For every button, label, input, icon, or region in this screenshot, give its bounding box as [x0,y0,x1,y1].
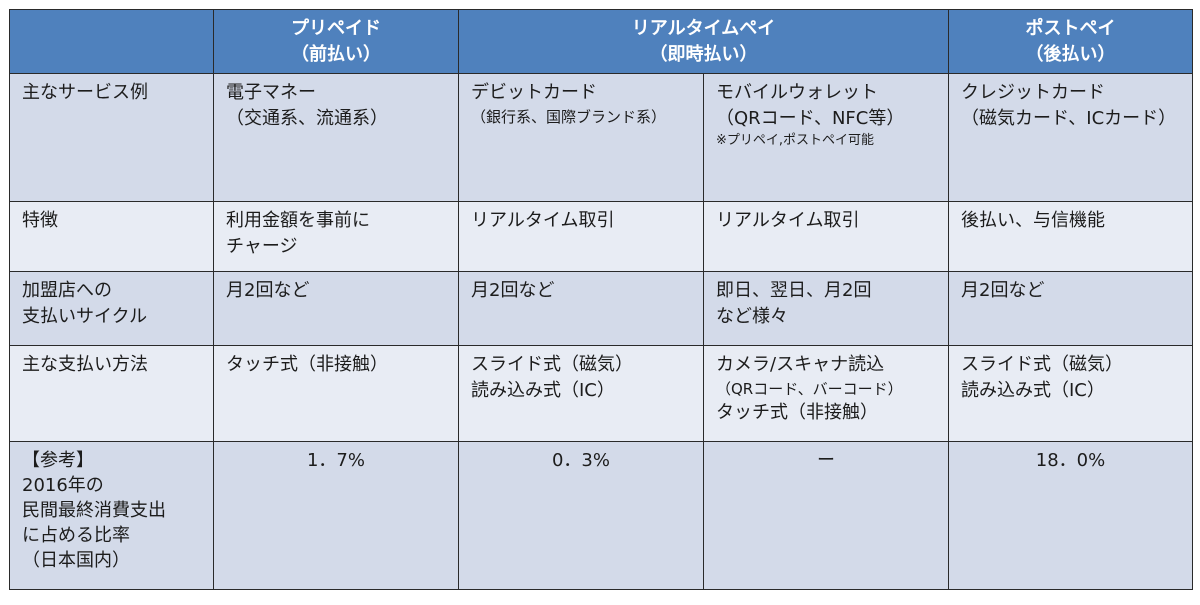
cell-method-mobile: カメラ/スキャナ読込 （QRコード、バーコード） タッチ式（非接触） [703,345,949,442]
cell-text: （QRコード、バーコード） [716,380,903,398]
row-label-method-text: 主な支払い方法 [22,354,148,375]
cell-method-debit: スライド式（磁気） 読み込み式（IC） [458,345,704,442]
payment-comparison-table: プリペイド （前払い） リアルタイムペイ （即時払い） ポストペイ （後払い） … [9,9,1193,590]
cell-feature-prepaid: 利用金額を事前に チャージ [213,201,459,272]
cell-cycle-mobile: 即日、翌日、月2回 など様々 [703,271,949,346]
cell-ref-mobile: ー [703,441,949,590]
cell-text: （QRコード、NFC等） [716,108,905,129]
cell-ref-prepaid: 1．7% [213,441,459,590]
row-payment-method: 主な支払い方法 タッチ式（非接触） スライド式（磁気） 読み込み式（IC） カメ… [9,345,1193,442]
cell-text: （銀行系、国際ブランド系） [471,108,667,126]
row-label-feature-text: 特徴 [22,210,58,231]
row-label-reference: 【参考】 2016年の 民間最終消費支出 に占める比率 （日本国内） [9,441,214,590]
header-postpay-sub: （後払い） [1025,43,1116,65]
cell-text: （磁気カード、ICカード） [961,108,1177,129]
cell-cycle-credit: 月2回など [948,271,1193,346]
header-prepaid: プリペイド （前払い） [213,9,459,74]
cell-service-debit: デビットカード （銀行系、国際ブランド系） [458,73,704,202]
cell-service-credit: クレジットカード （磁気カード、ICカード） [948,73,1193,202]
row-label-ref-text: 民間最終消費支出 [22,500,166,521]
header-blank-cell [9,9,214,74]
header-realtime: リアルタイムペイ （即時払い） [458,9,949,74]
header-realtime-title: リアルタイムペイ [631,17,776,39]
cell-text: 利用金額を事前に [226,210,370,231]
row-reference-share: 【参考】 2016年の 民間最終消費支出 に占める比率 （日本国内） 1．7% … [9,441,1193,590]
cell-value: 18．0% [1035,450,1106,471]
cell-note: ※プリペイ,ポストペイ可能 [716,133,875,148]
cell-text: リアルタイム取引 [716,210,860,231]
row-label-cycle-text: 加盟店への [22,280,112,301]
cell-feature-debit: リアルタイム取引 [458,201,704,272]
cell-text: クレジットカード [961,82,1105,103]
header-row: プリペイド （前払い） リアルタイムペイ （即時払い） ポストペイ （後払い） [9,9,1193,74]
cell-text: デビットカード [471,82,597,103]
row-label-ref-text: （日本国内） [22,550,130,571]
cell-text: など様々 [716,306,788,327]
cell-text: 即日、翌日、月2回 [716,280,872,301]
cell-ref-credit: 18．0% [948,441,1193,590]
row-label-cycle: 加盟店への 支払いサイクル [9,271,214,346]
cell-text: 月2回など [471,280,555,301]
cell-text: モバイルウォレット [716,82,878,103]
row-label-ref-text: 【参考】 [22,450,94,471]
cell-text: 後払い、与信機能 [961,210,1105,231]
cell-service-prepaid: 電子マネー （交通系、流通系） [213,73,459,202]
cell-cycle-prepaid: 月2回など [213,271,459,346]
cell-value: ー [817,450,835,471]
header-postpay: ポストペイ （後払い） [948,9,1193,74]
row-label-ref-text: に占める比率 [22,525,130,546]
payment-comparison-table-wrapper: プリペイド （前払い） リアルタイムペイ （即時払い） ポストペイ （後払い） … [9,9,1193,590]
row-label-service-text: 主なサービス例 [22,82,148,103]
cell-text: 月2回など [961,280,1045,301]
cell-text: （交通系、流通系） [226,108,388,129]
row-label-method: 主な支払い方法 [9,345,214,442]
cell-text: スライド式（磁気） [961,354,1123,375]
cell-text: 電子マネー [226,82,316,103]
row-label-service: 主なサービス例 [9,73,214,202]
cell-text: チャージ [226,236,298,257]
cell-feature-credit: 後払い、与信機能 [948,201,1193,272]
row-label-feature: 特徴 [9,201,214,272]
cell-text: 読み込み式（IC） [961,380,1105,401]
row-features: 特徴 利用金額を事前に チャージ リアルタイム取引 リアルタイム取引 後払い、与… [9,201,1193,272]
cell-text: 月2回など [226,280,310,301]
cell-text: タッチ式（非接触） [226,354,388,375]
cell-ref-debit: 0．3% [458,441,704,590]
cell-text: リアルタイム取引 [471,210,615,231]
cell-text: スライド式（磁気） [471,354,633,375]
cell-service-mobile: モバイルウォレット （QRコード、NFC等） ※プリペイ,ポストペイ可能 [703,73,949,202]
cell-value: 0．3% [551,450,610,471]
cell-text: カメラ/スキャナ読込 [716,354,885,375]
header-postpay-title: ポストペイ [1025,17,1116,39]
cell-cycle-debit: 月2回など [458,271,704,346]
row-label-ref-text: 2016年の [22,475,104,496]
header-realtime-sub: （即時払い） [649,43,758,65]
cell-feature-mobile: リアルタイム取引 [703,201,949,272]
cell-value: 1．7% [306,450,365,471]
row-payment-cycle: 加盟店への 支払いサイクル 月2回など 月2回など 即日、翌日、月2回 など様々… [9,271,1193,346]
cell-text: 読み込み式（IC） [471,380,615,401]
cell-method-credit: スライド式（磁気） 読み込み式（IC） [948,345,1193,442]
cell-method-prepaid: タッチ式（非接触） [213,345,459,442]
row-service-examples: 主なサービス例 電子マネー （交通系、流通系） デビットカード （銀行系、国際ブ… [9,73,1193,202]
row-label-cycle-text: 支払いサイクル [22,306,148,327]
header-prepaid-title: プリペイド [291,17,381,39]
cell-text: タッチ式（非接触） [716,402,878,423]
header-prepaid-sub: （前払い） [291,43,381,65]
